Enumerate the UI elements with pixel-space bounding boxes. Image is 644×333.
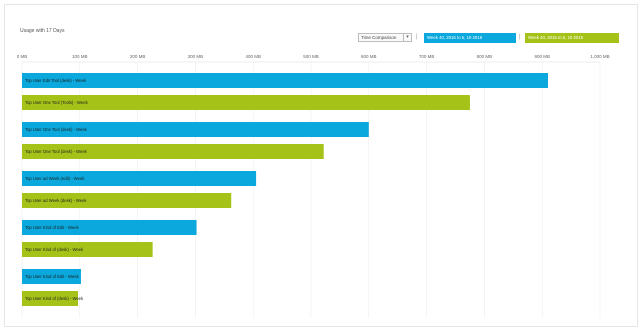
bar	[22, 291, 79, 306]
bar	[22, 95, 470, 110]
bar-label: Top User One Tool (Tools) - Week	[25, 100, 89, 105]
bar	[22, 144, 324, 159]
bar	[22, 193, 232, 208]
bar-label: Top User Kind of (desk) - Week	[25, 296, 84, 301]
chart-title: Usage with 17 Days	[20, 28, 65, 34]
bar-label: Top User One Tool (desk) - Week	[25, 127, 88, 132]
separator: |	[519, 34, 521, 40]
comparison-select[interactable]: Time Comparison ▾	[358, 33, 412, 42]
bar-label: Top User ad Week (edit) - Week	[25, 176, 85, 181]
bar	[22, 122, 369, 137]
bar	[22, 171, 257, 186]
bar	[22, 269, 81, 284]
bar-label: Top User One Tool (desk) - Week	[25, 149, 88, 154]
separator: |	[416, 34, 418, 40]
x-tick-label: 800 MB	[477, 54, 493, 59]
x-tick-label: 200 MB	[130, 54, 146, 59]
comparison-select-value: Time Comparison	[361, 35, 397, 40]
x-tick-label: 1,000 MB	[590, 54, 609, 59]
bar-label: Top User Kind of Edit - Week	[25, 225, 80, 230]
x-tick-label: 700 MB	[419, 54, 435, 59]
x-tick-label: 400 MB	[245, 54, 261, 59]
bar-label: Top User Edit Tool (desk) - Week	[25, 78, 87, 83]
chevron-down-icon[interactable]: ▾	[403, 34, 411, 41]
chart-panel	[4, 4, 638, 327]
legend-previous-period[interactable]: Week 40, 2015 to 5, 10 2015	[525, 33, 619, 43]
bar-label: Top User Kind of Edit - Week	[25, 274, 80, 279]
x-tick-label: 900 MB	[534, 54, 550, 59]
x-tick-label: 0 MB	[17, 54, 28, 59]
bar	[22, 242, 153, 257]
legend-current-period[interactable]: Week 40, 2016 to 5, 10 2016	[424, 33, 516, 43]
bar	[22, 73, 548, 88]
bar-label: Top User ad Week (desk) - Week	[25, 198, 87, 203]
x-tick-label: 600 MB	[361, 54, 377, 59]
bar-label: Top User Kind of (desk) - Week	[25, 247, 84, 252]
x-tick-label: 300 MB	[188, 54, 204, 59]
x-tick-label: 500 MB	[303, 54, 319, 59]
bar	[22, 220, 197, 235]
x-tick-label: 100 MB	[72, 54, 88, 59]
